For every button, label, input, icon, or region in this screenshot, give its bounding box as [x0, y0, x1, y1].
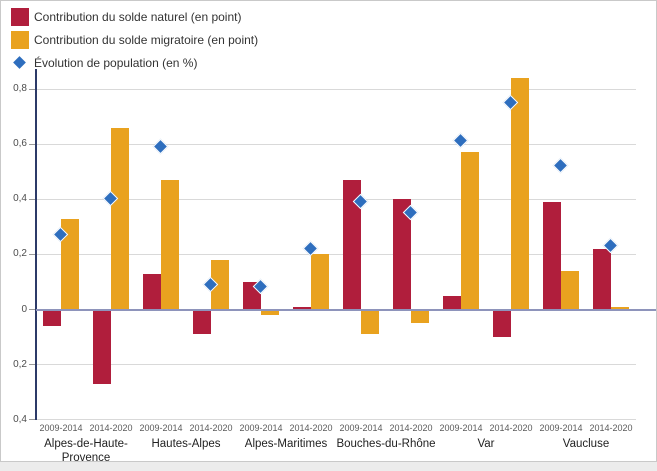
- x-axis-period-label: 2014-2020: [489, 423, 533, 433]
- y-axis-tick: [29, 198, 36, 200]
- solde-naturel-swatch-icon: [11, 8, 29, 26]
- x-axis-department-label: Hautes-Alpes: [151, 438, 221, 450]
- y-gridline: [36, 364, 636, 366]
- evolution-population-marker[interactable]: [452, 133, 469, 149]
- bar-solde-migratoire[interactable]: [561, 270, 579, 310]
- x-axis-period-label: 2014-2020: [289, 423, 333, 433]
- x-axis-period-label: 2014-2020: [189, 423, 233, 433]
- x-axis-period-label: 2009-2014: [139, 423, 183, 433]
- legend-label: Contribution du solde migratoire (en poi…: [34, 33, 259, 47]
- legend: Contribution du solde naturel (en point)…: [11, 8, 258, 77]
- bar-solde-migratoire[interactable]: [111, 127, 129, 310]
- bar-solde-migratoire[interactable]: [611, 306, 629, 310]
- evolution-population-marker[interactable]: [552, 157, 569, 174]
- evolution-population-marker[interactable]: [152, 138, 169, 155]
- x-axis-period-label: 2009-2014: [339, 423, 383, 433]
- y-axis-tick-label: 0,8: [13, 83, 27, 95]
- x-axis-period-label: 2014-2020: [589, 423, 633, 433]
- x-axis-period-label: 2009-2014: [239, 423, 283, 433]
- bar-solde-naturel[interactable]: [93, 309, 111, 384]
- y-axis-tick: [29, 309, 36, 310]
- bar-solde-naturel[interactable]: [293, 306, 311, 310]
- bar-solde-naturel[interactable]: [393, 199, 411, 310]
- y-gridline: [36, 198, 636, 200]
- bar-solde-migratoire[interactable]: [211, 259, 229, 310]
- bar-solde-naturel[interactable]: [343, 180, 361, 310]
- x-axis-department-label: Alpes-de-Haute-Provence: [44, 438, 128, 462]
- bar-solde-naturel[interactable]: [493, 309, 511, 338]
- y-gridline: [36, 88, 636, 90]
- y-axis-tick: [29, 253, 36, 255]
- bar-solde-migratoire[interactable]: [161, 180, 179, 310]
- evolution-diamond-icon: [11, 54, 29, 72]
- x-axis-period-label: 2014-2020: [389, 423, 433, 433]
- bar-solde-migratoire[interactable]: [361, 309, 379, 335]
- legend-item-evolution-population[interactable]: Évolution de population (en %): [11, 54, 258, 72]
- bar-solde-naturel[interactable]: [193, 309, 211, 335]
- x-axis-period-label: 2009-2014: [39, 423, 83, 433]
- x-axis-department-label: Var: [477, 438, 495, 450]
- y-gridline: [36, 143, 636, 145]
- y-axis-tick-label: 0,4: [13, 193, 27, 205]
- bar-solde-naturel[interactable]: [443, 295, 461, 310]
- legend-label: Évolution de population (en %): [34, 56, 198, 70]
- bar-solde-migratoire[interactable]: [461, 152, 479, 310]
- x-axis-department-label: Vaucluse: [562, 438, 610, 450]
- bar-solde-migratoire[interactable]: [261, 309, 279, 315]
- y-axis-tick: [29, 419, 36, 421]
- y-axis-tick: [29, 143, 36, 145]
- bar-solde-migratoire[interactable]: [511, 78, 529, 310]
- y-axis-tick-label: 0: [21, 303, 27, 315]
- y-axis-tick-label: 0,6: [13, 138, 27, 150]
- zero-axis-line: [36, 308, 656, 311]
- bar-solde-naturel[interactable]: [593, 248, 611, 310]
- bar-solde-migratoire[interactable]: [311, 254, 329, 310]
- y-axis-tick: [29, 364, 36, 366]
- solde-migratoire-swatch-icon: [11, 31, 29, 49]
- y-gridline: [36, 253, 636, 255]
- x-axis-period-label: 2014-2020: [89, 423, 133, 433]
- x-axis-period-label: 2009-2014: [539, 423, 583, 433]
- legend-item-solde-migratoire[interactable]: Contribution du solde migratoire (en poi…: [11, 31, 258, 49]
- bar-solde-naturel[interactable]: [143, 273, 161, 310]
- y-gridline: [36, 419, 636, 421]
- y-axis-tick-label: 0,2: [13, 358, 27, 370]
- bar-solde-naturel[interactable]: [43, 309, 61, 327]
- bar-solde-migratoire[interactable]: [411, 309, 429, 324]
- x-axis-department-label: Alpes-Maritimes: [244, 438, 328, 450]
- y-axis-tick-label: 0,4: [13, 413, 27, 425]
- x-axis-department-label: Bouches-du-Rhône: [336, 438, 436, 450]
- legend-item-solde-naturel[interactable]: Contribution du solde naturel (en point): [11, 8, 258, 26]
- y-axis-tick-label: 0,2: [13, 248, 27, 260]
- y-axis-line: [35, 69, 37, 420]
- bar-solde-naturel[interactable]: [543, 202, 561, 310]
- y-axis-tick: [29, 88, 36, 90]
- x-axis-period-label: 2009-2014: [439, 423, 483, 433]
- bar-solde-migratoire[interactable]: [61, 218, 79, 310]
- legend-label: Contribution du solde naturel (en point): [34, 10, 242, 24]
